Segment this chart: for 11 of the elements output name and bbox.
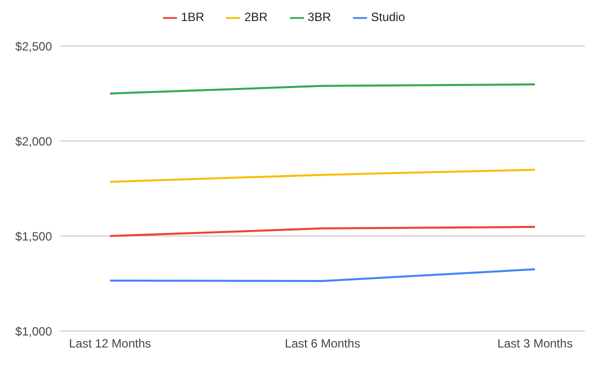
x-tick-label: Last 12 Months xyxy=(68,336,152,351)
y-tick-label: $1,500 xyxy=(15,229,52,244)
y-tick-label: $2,500 xyxy=(15,39,52,54)
y-tick-label: $1,000 xyxy=(15,324,52,338)
x-tick-label: Last 6 Months xyxy=(284,336,360,351)
y-tick-label: $2,000 xyxy=(15,134,52,148)
x-tick-label: Last 3 Months xyxy=(497,336,573,351)
legend-label: Studio xyxy=(371,10,406,24)
legend-label: 3BR xyxy=(308,10,331,24)
legend-label: 1BR xyxy=(180,10,204,24)
legend-label: 2BR xyxy=(244,10,268,24)
